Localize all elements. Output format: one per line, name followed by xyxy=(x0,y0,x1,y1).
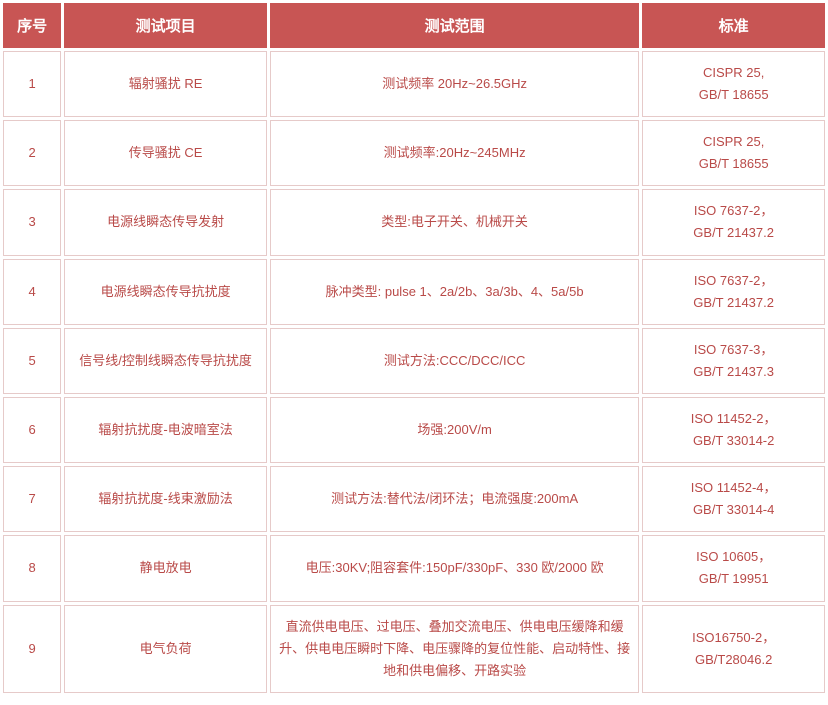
std-line2: GB/T 19951 xyxy=(649,568,818,590)
cell-std: ISO 10605， GB/T 19951 xyxy=(642,535,825,601)
std-line2: GB/T 18655 xyxy=(649,153,818,175)
std-line1: ISO 11452-4， xyxy=(649,477,818,499)
cell-std: CISPR 25, GB/T 18655 xyxy=(642,120,825,186)
cell-scope: 类型:电子开关、机械开关 xyxy=(270,189,639,255)
cell-item: 电源线瞬态传导发射 xyxy=(64,189,267,255)
cell-scope: 直流供电电压、过电压、叠加交流电压、供电电压缓降和缓升、供电电压瞬时下降、电压骤… xyxy=(270,605,639,693)
cell-scope: 场强:200V/m xyxy=(270,397,639,463)
cell-seq: 2 xyxy=(3,120,61,186)
std-line2: GB/T28046.2 xyxy=(649,649,818,671)
std-line1: CISPR 25, xyxy=(649,131,818,153)
cell-seq: 5 xyxy=(3,328,61,394)
std-line2: GB/T 21437.2 xyxy=(649,292,818,314)
cell-item: 辐射骚扰 RE xyxy=(64,51,267,117)
std-line1: ISO16750-2， xyxy=(649,627,818,649)
cell-seq: 3 xyxy=(3,189,61,255)
std-line2: GB/T 18655 xyxy=(649,84,818,106)
cell-std: ISO16750-2， GB/T28046.2 xyxy=(642,605,825,693)
cell-scope: 测试方法:CCC/DCC/ICC xyxy=(270,328,639,394)
std-line1: ISO 7637-2， xyxy=(649,270,818,292)
table-row: 8 静电放电 电压:30KV;阻容套件:150pF/330pF、330 欧/20… xyxy=(3,535,825,601)
cell-scope: 脉冲类型: pulse 1、2a/2b、3a/3b、4、5a/5b xyxy=(270,259,639,325)
col-header-seq: 序号 xyxy=(3,3,61,48)
cell-std: ISO 7637-2， GB/T 21437.2 xyxy=(642,259,825,325)
cell-std: CISPR 25, GB/T 18655 xyxy=(642,51,825,117)
col-header-item: 测试项目 xyxy=(64,3,267,48)
table-row: 7 辐射抗扰度-线束激励法 测试方法:替代法/闭环法；电流强度:200mA IS… xyxy=(3,466,825,532)
cell-item: 传导骚扰 CE xyxy=(64,120,267,186)
cell-seq: 9 xyxy=(3,605,61,693)
table-row: 2 传导骚扰 CE 测试频率:20Hz~245MHz CISPR 25, GB/… xyxy=(3,120,825,186)
cell-std: ISO 7637-2， GB/T 21437.2 xyxy=(642,189,825,255)
std-line1: ISO 11452-2， xyxy=(649,408,818,430)
col-header-std: 标准 xyxy=(642,3,825,48)
cell-item: 电气负荷 xyxy=(64,605,267,693)
std-line2: GB/T 21437.2 xyxy=(649,222,818,244)
cell-std: ISO 11452-2， GB/T 33014-2 xyxy=(642,397,825,463)
std-line1: ISO 7637-3， xyxy=(649,339,818,361)
cell-seq: 4 xyxy=(3,259,61,325)
std-line1: ISO 7637-2， xyxy=(649,200,818,222)
col-header-scope: 测试范围 xyxy=(270,3,639,48)
cell-seq: 7 xyxy=(3,466,61,532)
std-line2: GB/T 21437.3 xyxy=(649,361,818,383)
std-line2: GB/T 33014-2 xyxy=(649,430,818,452)
cell-scope: 测试频率:20Hz~245MHz xyxy=(270,120,639,186)
test-standards-table: 序号 测试项目 测试范围 标准 1 辐射骚扰 RE 测试频率 20Hz~26.5… xyxy=(0,0,828,696)
table-row: 9 电气负荷 直流供电电压、过电压、叠加交流电压、供电电压缓降和缓升、供电电压瞬… xyxy=(3,605,825,693)
table-row: 1 辐射骚扰 RE 测试频率 20Hz~26.5GHz CISPR 25, GB… xyxy=(3,51,825,117)
table-row: 4 电源线瞬态传导抗扰度 脉冲类型: pulse 1、2a/2b、3a/3b、4… xyxy=(3,259,825,325)
std-line1: CISPR 25, xyxy=(649,62,818,84)
cell-scope: 测试方法:替代法/闭环法；电流强度:200mA xyxy=(270,466,639,532)
cell-item: 辐射抗扰度-电波暗室法 xyxy=(64,397,267,463)
table-body: 1 辐射骚扰 RE 测试频率 20Hz~26.5GHz CISPR 25, GB… xyxy=(3,51,825,693)
cell-std: ISO 11452-4， GB/T 33014-4 xyxy=(642,466,825,532)
cell-scope: 测试频率 20Hz~26.5GHz xyxy=(270,51,639,117)
std-line2: GB/T 33014-4 xyxy=(649,499,818,521)
table-row: 6 辐射抗扰度-电波暗室法 场强:200V/m ISO 11452-2， GB/… xyxy=(3,397,825,463)
table-row: 3 电源线瞬态传导发射 类型:电子开关、机械开关 ISO 7637-2， GB/… xyxy=(3,189,825,255)
std-line1: ISO 10605， xyxy=(649,546,818,568)
cell-item: 信号线/控制线瞬态传导抗扰度 xyxy=(64,328,267,394)
cell-scope: 电压:30KV;阻容套件:150pF/330pF、330 欧/2000 欧 xyxy=(270,535,639,601)
cell-item: 静电放电 xyxy=(64,535,267,601)
table-row: 5 信号线/控制线瞬态传导抗扰度 测试方法:CCC/DCC/ICC ISO 76… xyxy=(3,328,825,394)
cell-seq: 8 xyxy=(3,535,61,601)
cell-item: 电源线瞬态传导抗扰度 xyxy=(64,259,267,325)
cell-item: 辐射抗扰度-线束激励法 xyxy=(64,466,267,532)
cell-seq: 1 xyxy=(3,51,61,117)
cell-std: ISO 7637-3， GB/T 21437.3 xyxy=(642,328,825,394)
cell-seq: 6 xyxy=(3,397,61,463)
header-row: 序号 测试项目 测试范围 标准 xyxy=(3,3,825,48)
